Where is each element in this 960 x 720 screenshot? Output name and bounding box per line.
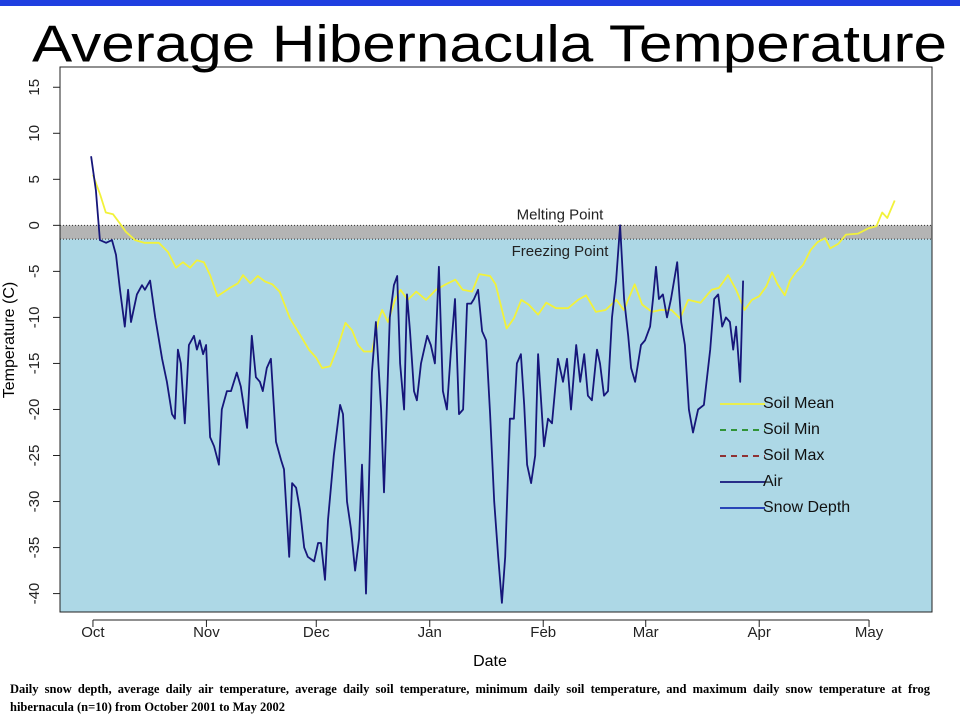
region-band: [60, 225, 932, 240]
chart: Melting Point Freezing Point 15 10 5 0 -5 -10 -1…: [0, 0, 960, 670]
x-tick-label: Mar: [633, 624, 659, 641]
y-tick-label: 5: [26, 175, 43, 183]
x-tick-label: May: [855, 624, 884, 641]
y-tick-label: -25: [26, 445, 43, 467]
series-line: [90, 156, 744, 604]
legend-label: Soil Min: [763, 421, 820, 438]
x-tick-label: Feb: [530, 624, 556, 641]
top-bar: [0, 0, 960, 6]
chart-title: Average Hibernacula Temperature: [32, 16, 947, 74]
x-tick-label: Dec: [303, 624, 330, 641]
x-tick-label: Oct: [81, 624, 105, 641]
legend-label: Snow Depth: [763, 499, 850, 516]
y-tick-label: 0: [26, 221, 43, 229]
x-axis-label: Date: [473, 653, 507, 670]
y-tick-label: -10: [26, 307, 43, 329]
y-tick-label: -15: [26, 353, 43, 375]
plot-frame: [59, 66, 933, 613]
y-tick-label: -20: [26, 399, 43, 421]
caption: Daily snow depth, average daily air temp…: [10, 682, 930, 714]
y-tick-label: -35: [26, 537, 43, 559]
reference-label: Freezing Point: [512, 243, 610, 260]
legend-label: Soil Max: [763, 447, 824, 464]
x-tick-label: Jan: [418, 624, 442, 641]
reference-label: Melting Point: [517, 206, 605, 223]
series-line: [92, 174, 896, 369]
plot-area: Melting Point Freezing Point 15 10 5 0 -5 -10 -1…: [26, 66, 933, 641]
y-tick-label: -40: [26, 583, 43, 605]
y-tick-label: 15: [26, 79, 43, 96]
x-tick-label: Apr: [748, 624, 771, 641]
y-tick-label: -30: [26, 491, 43, 513]
x-tick-label: Nov: [193, 624, 220, 641]
y-axis-label: Temperature (C): [1, 282, 18, 398]
region-band: [60, 239, 932, 612]
y-tick-label: 10: [26, 125, 43, 142]
legend-label: Soil Mean: [763, 395, 834, 412]
y-tick-label: -5: [26, 265, 43, 278]
legend-label: Air: [763, 473, 783, 490]
